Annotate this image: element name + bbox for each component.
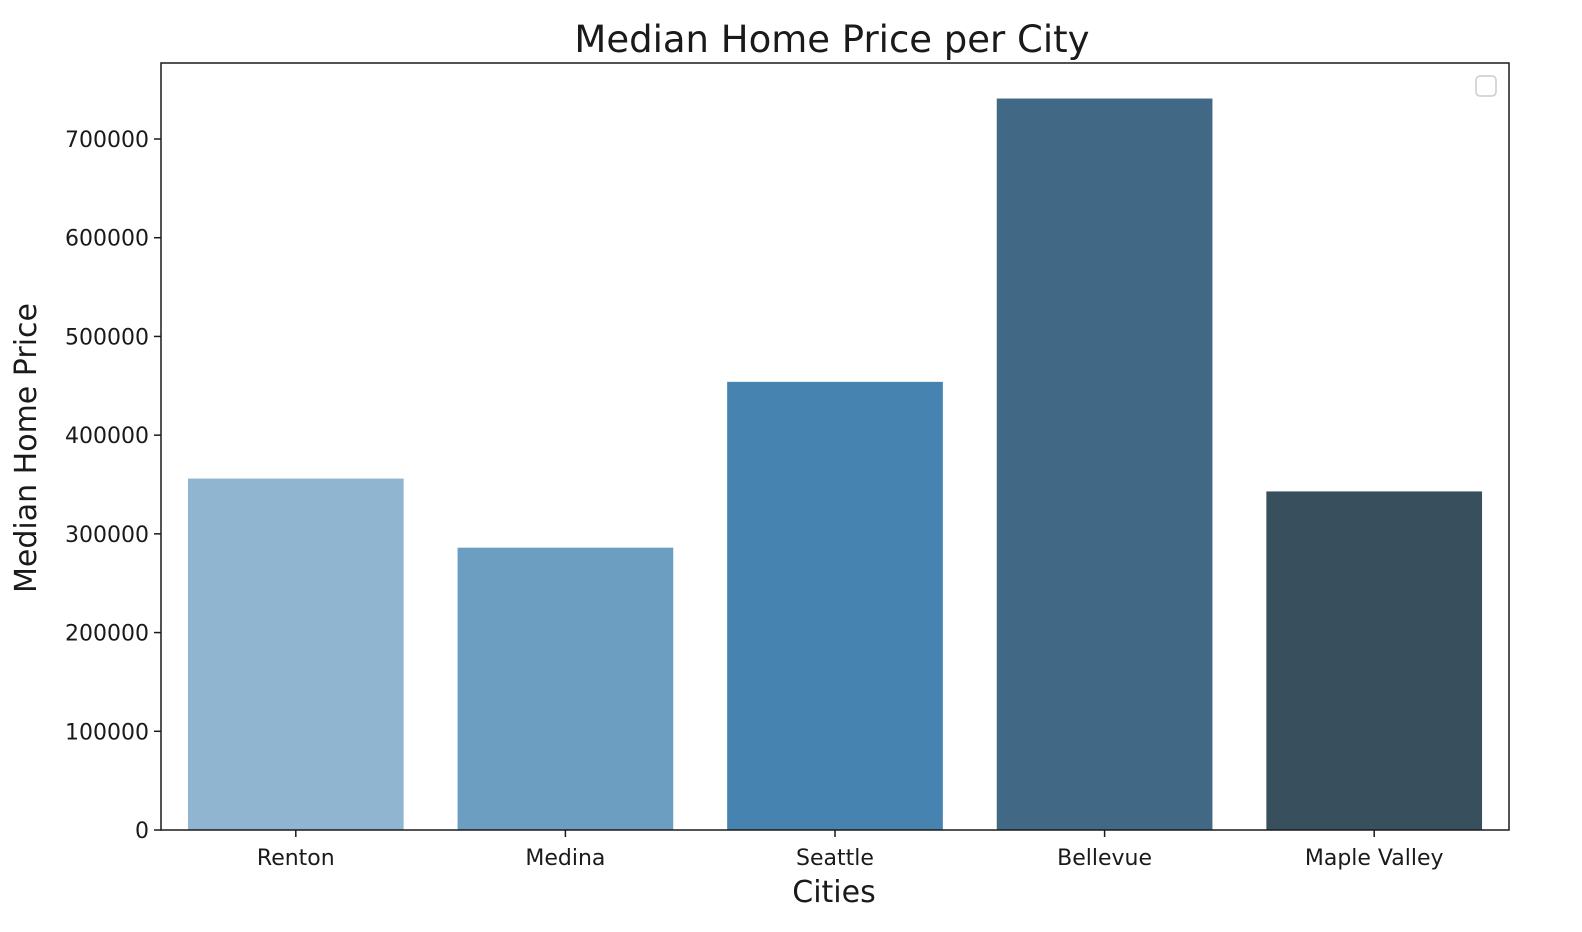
bar-maple-valley — [1266, 491, 1483, 830]
y-tick-label: 100000 — [65, 720, 149, 745]
x-tick-label: Seattle — [796, 846, 874, 871]
y-tick-label: 500000 — [65, 325, 149, 350]
y-axis-label: Median Home Price — [9, 303, 44, 593]
y-tick-label: 200000 — [65, 622, 149, 647]
y-tick-label: 700000 — [65, 128, 149, 153]
y-tick-label: 400000 — [65, 424, 149, 449]
x-tick-label: Renton — [257, 846, 335, 871]
x-axis-label: Cities — [792, 875, 875, 910]
legend-box — [1475, 75, 1497, 97]
y-axis: 0 100000 200000 300000 400000 500000 600000 700… — [65, 128, 161, 844]
bar-seattle — [727, 381, 943, 830]
bar-medina — [457, 547, 674, 830]
bar-renton — [187, 478, 404, 830]
bar-bellevue — [996, 98, 1213, 830]
y-tick-label: 300000 — [65, 523, 149, 548]
x-tick-label: Medina — [525, 846, 605, 871]
bars-layer — [187, 98, 1483, 830]
x-tick-label: Bellevue — [1057, 846, 1152, 871]
x-tick-label: Maple Valley — [1305, 846, 1444, 871]
y-tick-label: 0 — [135, 819, 149, 844]
x-axis: Renton Medina Seattle Bellevue Maple Valley — [257, 830, 1444, 871]
y-tick-label: 600000 — [65, 227, 149, 252]
chart-title: Median Home Price per City — [574, 18, 1089, 61]
